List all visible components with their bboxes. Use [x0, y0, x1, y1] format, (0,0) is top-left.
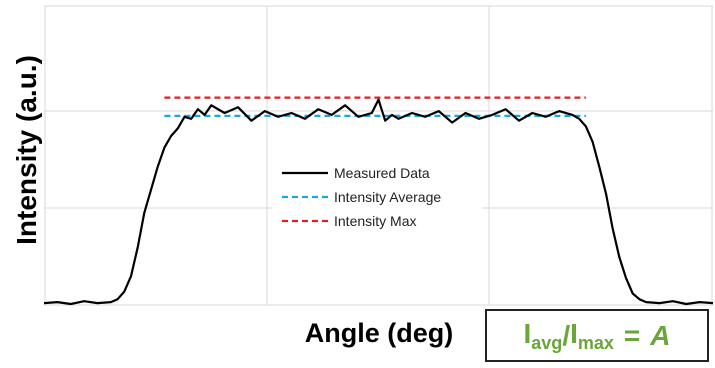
legend: Measured Data Intensity Average Intensity … — [272, 160, 482, 238]
ratio-i-max: Imax — [570, 317, 614, 353]
ratio-equals: = — [623, 319, 641, 351]
series-layer — [43, 96, 714, 306]
ratio-variable: A — [650, 319, 671, 351]
x-axis-label: Angle (deg) — [305, 318, 454, 348]
gridlines — [44, 5, 713, 306]
ratio-annotation-box: Iavg / Imax = A — [485, 309, 709, 362]
y-axis-label: Intensity (a.u.) — [11, 55, 42, 245]
legend-label-measured-data: Measured Data — [334, 165, 430, 181]
series-measured-data-line — [43, 98, 714, 306]
ratio-i-avg: Iavg — [523, 317, 563, 353]
ratio-slash: / — [562, 319, 571, 351]
legend-label-intensity-average: Intensity Average — [334, 189, 441, 205]
legend-label-intensity-max: Intensity Max — [334, 213, 416, 229]
